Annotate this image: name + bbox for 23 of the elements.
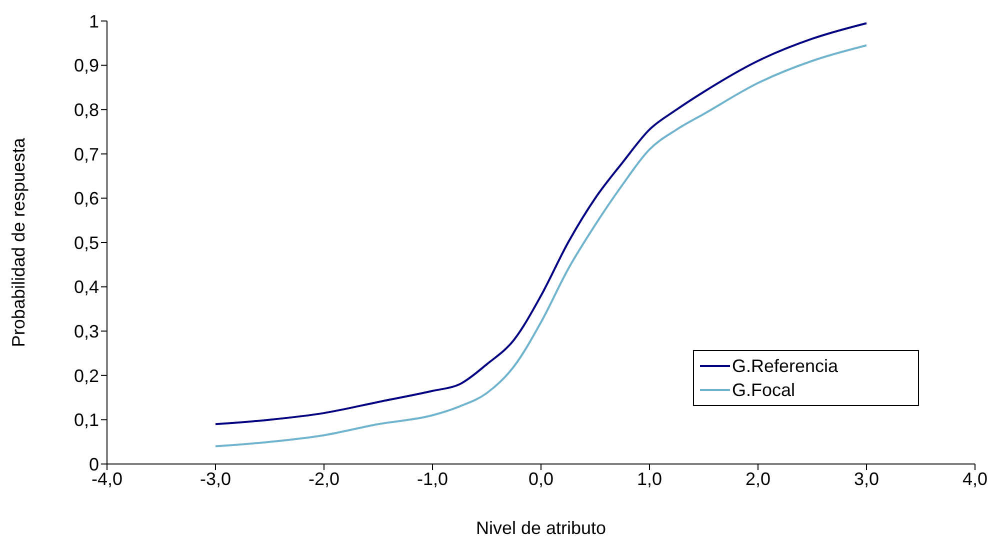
legend-label: G.Referencia — [732, 355, 838, 378]
y-tick-label: 1 — [88, 11, 99, 32]
y-axis-title: Probabilidad de respuesta — [8, 136, 28, 348]
x-tick-label: 4,0 — [962, 468, 988, 489]
y-tick-label: 0,8 — [74, 100, 99, 120]
x-tick-label: 0,0 — [528, 468, 554, 489]
y-tick-label: 0,7 — [74, 144, 99, 164]
x-tick-label: -1,0 — [416, 468, 448, 489]
legend-label: G.Focal — [732, 379, 796, 402]
x-tick-label: 2,0 — [745, 468, 771, 489]
x-tick-label: -2,0 — [308, 468, 340, 489]
x-axis-title: Nivel de atributo — [476, 518, 606, 538]
y-tick-label: 0,3 — [74, 321, 99, 342]
y-tick-label: 0,5 — [74, 232, 99, 253]
x-tick-label: 1,0 — [636, 468, 662, 489]
y-tick-label: 0,4 — [74, 277, 99, 298]
y-tick-label: 0,9 — [74, 56, 99, 76]
x-tick-label: -3,0 — [200, 468, 232, 489]
y-tick-label: 0,1 — [74, 410, 99, 430]
y-tick-label: 0 — [88, 454, 99, 474]
y-tick-label: 0,6 — [74, 188, 99, 209]
x-tick-label: 3,0 — [854, 468, 880, 489]
y-tick-label: 0,2 — [74, 366, 99, 386]
